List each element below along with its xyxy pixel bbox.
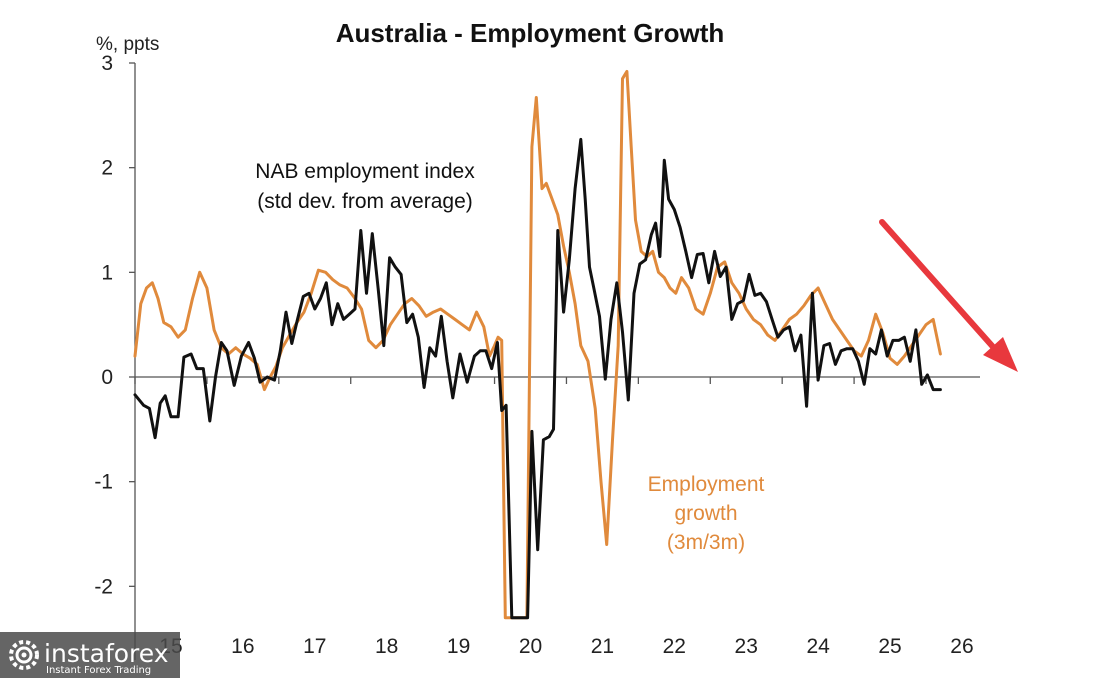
x-tick-label: 24	[806, 635, 830, 658]
y-ticks: 3 2 1 0 -1 -2	[94, 52, 135, 598]
employment-growth-line	[133, 69, 942, 620]
y-tick-label: 2	[101, 157, 113, 180]
nab-employment-index-line	[133, 137, 942, 620]
x-tick-label: 26	[950, 635, 973, 658]
watermark-tagline: Instant Forex Trading	[46, 665, 151, 676]
red-arrow-shaft	[879, 219, 997, 351]
nab-annotation-line-2: (std dev. from average)	[257, 190, 473, 213]
watermark: instaforex Instant Forex Trading	[0, 632, 180, 678]
red-arrow	[879, 219, 1018, 372]
y-tick-label: 1	[101, 261, 113, 284]
gear-icon	[9, 640, 39, 670]
x-tick-label: 22	[663, 635, 686, 658]
employment-annotation-line-3: (3m/3m)	[667, 531, 745, 554]
x-tick-label: 21	[591, 635, 614, 658]
y-tick-label: 3	[101, 52, 113, 75]
x-tick-label: 18	[375, 635, 398, 658]
x-tick-label: 23	[735, 635, 758, 658]
chart-title: Australia - Employment Growth	[336, 18, 725, 48]
x-tick-label: 25	[878, 635, 901, 658]
employment-annotation-line-2: growth	[674, 502, 737, 525]
series-lines	[133, 69, 942, 620]
watermark-brand: instaforex	[44, 639, 169, 668]
x-tick-label: 19	[447, 635, 470, 658]
y-tick-label: -1	[94, 471, 113, 494]
nab-annotation-line-1: NAB employment index	[255, 160, 475, 183]
nab-annotation: NAB employment index (std dev. from aver…	[255, 160, 475, 213]
x-tick-label: 16	[231, 635, 254, 658]
y-tick-label: 0	[101, 366, 113, 389]
red-arrow-head	[983, 337, 1018, 372]
employment-annotation: Employment growth (3m/3m)	[648, 473, 765, 554]
x-tick-label: 17	[303, 635, 326, 658]
y-axis-unit-label: %, ppts	[96, 34, 159, 55]
employment-annotation-line-1: Employment	[648, 473, 765, 496]
x-tick-label: 20	[519, 635, 542, 658]
y-tick-label: -2	[94, 575, 113, 598]
